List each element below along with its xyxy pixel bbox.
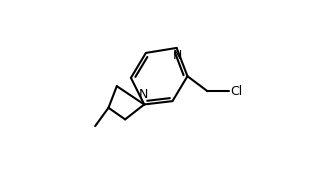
Text: N: N (139, 88, 148, 101)
Text: Cl: Cl (230, 85, 243, 98)
Text: N: N (173, 49, 182, 62)
